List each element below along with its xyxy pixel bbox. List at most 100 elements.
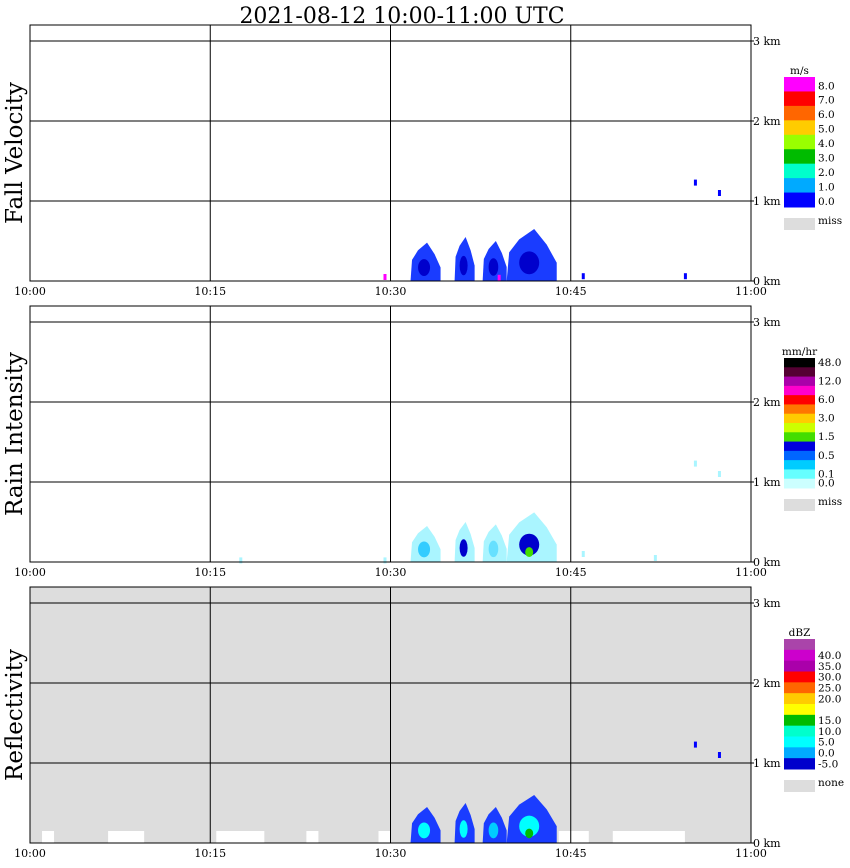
legend-swatch: [784, 671, 815, 683]
legend-label: 10.0: [818, 726, 841, 738]
echo-core: [459, 539, 468, 557]
legend-swatch: [784, 120, 815, 136]
legend-missing-swatch: [784, 218, 815, 230]
clear-strip: [108, 831, 145, 843]
legend-swatch: [784, 358, 815, 368]
x-tick-label: 10:15: [194, 566, 226, 579]
legend-swatch: [784, 704, 815, 716]
echo-speck: [717, 471, 721, 477]
height-tick-label: 2 km: [753, 677, 781, 690]
echo-core: [418, 259, 431, 277]
legend-swatch: [784, 693, 815, 705]
legend-label: 15.0: [818, 715, 841, 727]
legend-label: 7.0: [818, 95, 835, 107]
legend-label: 4.0: [818, 138, 835, 150]
echo-speck: [581, 551, 585, 557]
echo-core: [519, 533, 540, 556]
legend-swatch: [784, 163, 815, 179]
echo-speck: [717, 752, 721, 758]
x-tick-label: 10:30: [375, 847, 407, 860]
echo-peak: [525, 547, 534, 558]
legend-swatch: [784, 736, 815, 748]
x-tick-label: 10:15: [194, 847, 226, 860]
y-axis-label: Reflectivity: [2, 649, 28, 781]
legend-label: 1.0: [818, 181, 835, 193]
height-tick-label: 3 km: [753, 35, 781, 48]
legend-label: 3.0: [818, 153, 835, 165]
legend-swatch: [784, 376, 815, 387]
height-tick-label: 1 km: [753, 195, 781, 208]
legend-label: 0.0: [818, 748, 835, 760]
legend-label: 35.0: [818, 661, 841, 673]
echo-peak: [525, 828, 534, 839]
x-tick-label: 11:00: [735, 566, 767, 579]
legend-swatch: [784, 404, 815, 415]
echo-core: [418, 541, 431, 558]
echo-speck: [239, 557, 243, 564]
legend-unit: dBZ: [789, 627, 811, 639]
legend-missing-swatch: [784, 780, 815, 792]
y-axis-label: Fall Velocity: [2, 82, 28, 224]
height-tick-label: 3 km: [753, 597, 781, 610]
legend-swatch: [784, 441, 815, 452]
x-tick-label: 11:00: [735, 285, 767, 298]
legend-swatch: [784, 639, 815, 651]
panel-rain-intensity: 10:00 10:15 10:30 10:45 11:000 km 1 km 2 km 3 k…: [2, 305, 842, 579]
echo-speck: [581, 273, 585, 280]
legend-label: 0.5: [818, 450, 835, 462]
legend-swatch: [784, 385, 815, 396]
legend-missing-label: none: [818, 777, 844, 789]
legend-swatch: [784, 423, 815, 433]
legend-swatch: [784, 660, 815, 672]
legend-swatch: [784, 478, 815, 489]
legend-swatch: [784, 149, 815, 165]
plot-frame: [29, 586, 752, 844]
clear-strip: [612, 831, 685, 843]
height-tick-label: 0 km: [753, 556, 781, 569]
legend-label: 25.0: [818, 683, 841, 695]
legend-swatch: [784, 105, 815, 121]
legend-label: -5.0: [818, 758, 838, 770]
height-tick-label: 1 km: [753, 757, 781, 770]
legend-label: 30.0: [818, 672, 841, 684]
legend-label: 0.0: [818, 196, 835, 208]
echo-core: [519, 251, 540, 275]
echo-speck: [693, 460, 697, 467]
legend-label: 3.0: [818, 413, 835, 425]
legend-unit: mm/hr: [782, 346, 818, 358]
x-tick-label: 10:45: [555, 285, 587, 298]
legend-label: 48.0: [818, 357, 841, 369]
legend-swatch: [784, 714, 815, 727]
x-tick-label: 11:00: [735, 847, 767, 860]
echo-core: [418, 822, 431, 839]
legend-label: 8.0: [818, 80, 835, 92]
legend-swatch: [784, 460, 815, 470]
echo-speck: [717, 190, 721, 196]
clear-strip: [378, 831, 391, 843]
legend-swatch: [784, 469, 815, 480]
legend-swatch: [784, 758, 815, 770]
legend-swatch: [784, 91, 815, 107]
clear-strip: [306, 831, 319, 843]
legend-swatch: [784, 649, 815, 662]
legend-swatch: [784, 432, 815, 443]
legend-swatch: [784, 450, 815, 461]
height-tick-label: 1 km: [753, 476, 781, 489]
legend-label: 20.0: [818, 693, 841, 705]
legend-missing-label: miss: [818, 215, 842, 227]
x-tick-label: 10:45: [555, 566, 587, 579]
x-tick-label: 10:15: [194, 285, 226, 298]
x-tick-label: 10:45: [555, 847, 587, 860]
echo-speck: [683, 273, 687, 280]
height-tick-label: 2 km: [753, 396, 781, 409]
legend-swatch: [784, 395, 815, 405]
echo-core: [519, 815, 540, 837]
height-tick-label: 0 km: [753, 275, 781, 288]
echo-speck: [693, 741, 697, 748]
x-tick-label: 10:30: [375, 566, 407, 579]
legend-swatch: [784, 367, 815, 378]
legend-label: 2.0: [818, 167, 835, 179]
plot-frame: [29, 24, 752, 282]
height-tick-label: 3 km: [753, 316, 781, 329]
